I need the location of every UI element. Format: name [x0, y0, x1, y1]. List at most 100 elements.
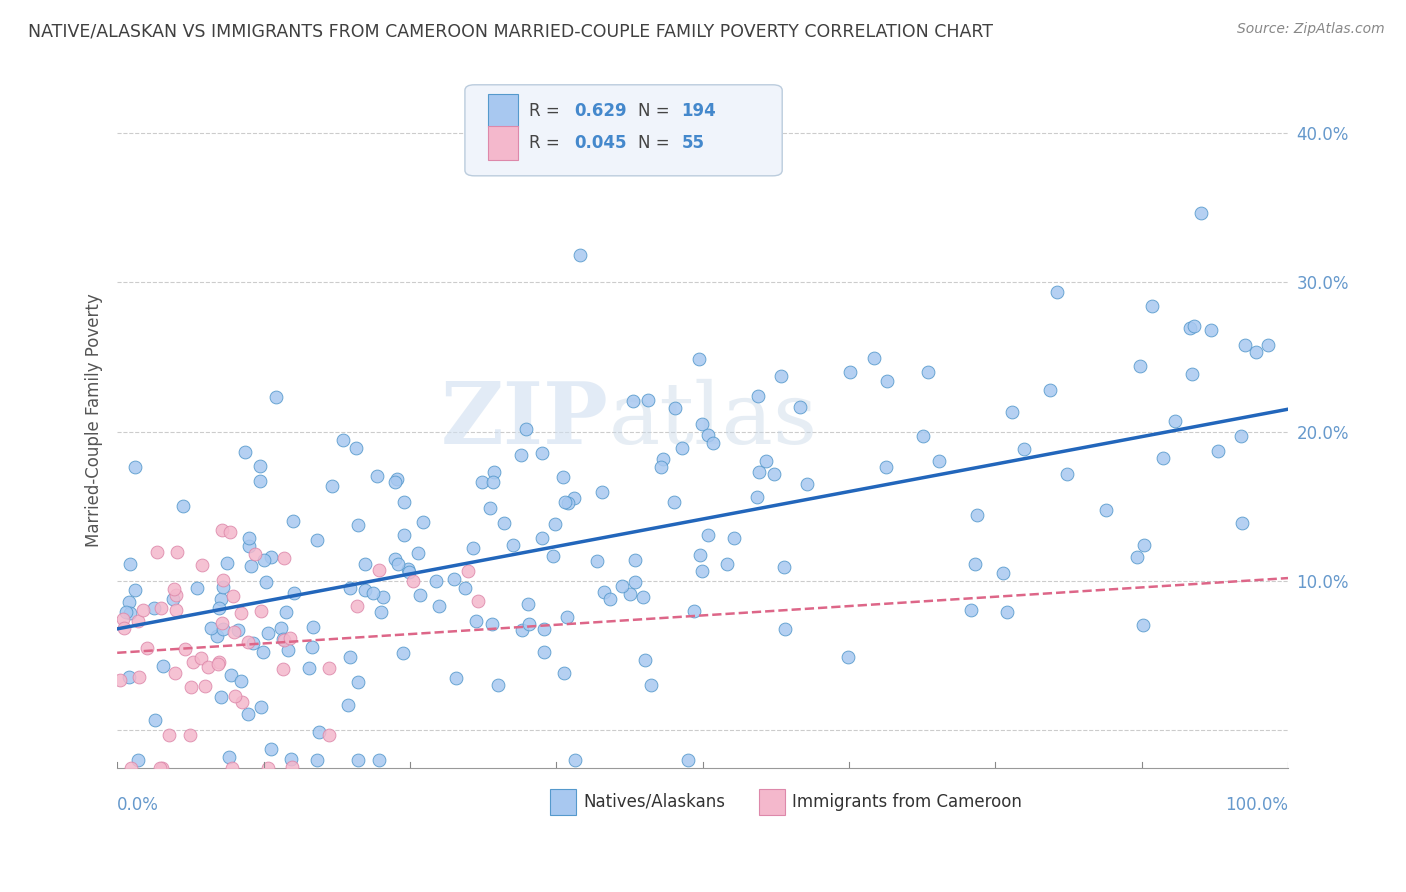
- Point: [222, 625, 245, 640]
- Point: [308, 725, 330, 739]
- Point: [260, 742, 283, 756]
- Point: [112, 612, 135, 626]
- Point: [1126, 549, 1149, 564]
- Text: N =: N =: [638, 102, 675, 120]
- Point: [773, 559, 796, 574]
- Point: [427, 599, 450, 614]
- Point: [211, 622, 233, 636]
- Text: ZIP: ZIP: [441, 378, 609, 462]
- Point: [301, 640, 323, 654]
- Point: [683, 604, 706, 618]
- Point: [568, 247, 591, 261]
- Point: [211, 581, 233, 595]
- Point: [664, 401, 686, 415]
- Point: [205, 629, 228, 643]
- Point: [392, 646, 415, 660]
- Point: [271, 632, 294, 647]
- Point: [224, 690, 246, 704]
- Point: [1039, 383, 1062, 397]
- Point: [249, 699, 271, 714]
- Point: [347, 675, 370, 690]
- Point: [1199, 323, 1222, 337]
- Point: [650, 459, 672, 474]
- Point: [150, 761, 173, 775]
- Point: [190, 650, 212, 665]
- Point: [502, 538, 524, 552]
- Bar: [550, 789, 576, 815]
- Point: [219, 668, 242, 682]
- Point: [218, 750, 240, 764]
- Point: [747, 389, 769, 403]
- Point: [298, 661, 321, 675]
- Point: [1056, 467, 1078, 482]
- Point: [486, 677, 509, 691]
- Point: [371, 590, 394, 604]
- Point: [131, 603, 153, 617]
- Point: [837, 649, 859, 664]
- Point: [346, 599, 368, 613]
- Point: [209, 591, 232, 606]
- Point: [207, 657, 229, 672]
- Point: [278, 631, 301, 645]
- Point: [277, 642, 299, 657]
- Point: [332, 433, 354, 447]
- Point: [236, 706, 259, 721]
- Point: [394, 495, 416, 509]
- Point: [212, 573, 235, 587]
- Point: [492, 516, 515, 530]
- Point: [564, 753, 586, 767]
- Point: [396, 562, 419, 576]
- Point: [215, 556, 238, 570]
- Point: [211, 615, 233, 630]
- Point: [471, 475, 494, 490]
- Point: [1182, 319, 1205, 334]
- Point: [197, 660, 219, 674]
- Point: [281, 760, 304, 774]
- Point: [634, 653, 657, 667]
- Point: [339, 581, 361, 595]
- Point: [796, 477, 818, 491]
- Point: [482, 465, 505, 479]
- Point: [544, 516, 567, 531]
- Text: Natives/Alaskans: Natives/Alaskans: [583, 793, 725, 811]
- Text: 194: 194: [682, 102, 716, 120]
- Point: [208, 655, 231, 669]
- Point: [554, 494, 576, 508]
- Point: [678, 753, 700, 767]
- Point: [875, 460, 897, 475]
- Point: [256, 626, 278, 640]
- Point: [124, 460, 146, 475]
- Point: [368, 563, 391, 577]
- Point: [229, 674, 252, 689]
- Point: [231, 695, 253, 709]
- FancyBboxPatch shape: [465, 85, 782, 176]
- Point: [510, 623, 533, 637]
- Text: 55: 55: [682, 134, 704, 153]
- Point: [586, 554, 609, 568]
- Point: [599, 591, 621, 606]
- Point: [1046, 285, 1069, 299]
- Point: [174, 641, 197, 656]
- Text: 0.045: 0.045: [574, 134, 626, 153]
- Point: [344, 442, 367, 456]
- Bar: [488, 94, 517, 128]
- Point: [619, 587, 641, 601]
- Point: [1132, 618, 1154, 632]
- Point: [238, 532, 260, 546]
- Point: [637, 392, 659, 407]
- Point: [664, 495, 686, 509]
- Point: [748, 465, 770, 479]
- Point: [252, 644, 274, 658]
- Point: [321, 479, 343, 493]
- Point: [917, 365, 939, 379]
- Point: [118, 670, 141, 684]
- Text: 0.0%: 0.0%: [117, 796, 159, 814]
- Point: [208, 600, 231, 615]
- Point: [1230, 429, 1253, 443]
- Point: [773, 623, 796, 637]
- Point: [200, 621, 222, 635]
- Point: [1178, 321, 1201, 335]
- Point: [273, 551, 295, 566]
- Point: [591, 485, 613, 500]
- Point: [318, 661, 340, 675]
